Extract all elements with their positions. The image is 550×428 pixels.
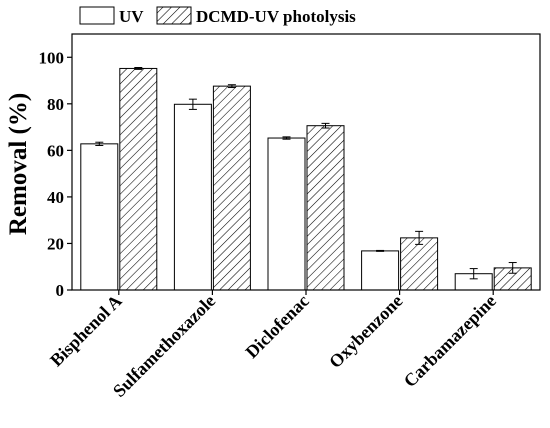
legend-label-uv: UV — [119, 7, 144, 26]
error-bar-uv-3 — [376, 249, 385, 252]
error-bar-dcmd-1 — [227, 84, 236, 89]
error-bar-dcmd-0 — [134, 67, 143, 70]
error-bar-uv-0 — [95, 141, 104, 146]
x-tick-label-2: Diclofenac — [241, 291, 312, 362]
error-bar-dcmd-3 — [415, 230, 424, 245]
bars — [80, 67, 532, 291]
legend-swatch-dcmd — [156, 6, 192, 25]
bar-dcmd-1 — [212, 85, 251, 291]
y-ticks: 0 20 40 60 80 100 — [39, 48, 72, 300]
bar-dcmd-2 — [306, 125, 345, 291]
legend-swatch-uv — [79, 6, 115, 25]
bar-dcmd-0 — [119, 67, 158, 291]
x-tick-label-1: Sulfamethoxazole — [109, 291, 219, 401]
x-tick-label-4: Carbamazepine — [400, 291, 500, 391]
x-tick-label-3: Oxybenzone — [325, 291, 406, 372]
y-tick-label-3: 60 — [47, 141, 64, 160]
legend-label-dcmd: DCMD-UV photolysis — [196, 7, 356, 26]
bar-uv-2 — [267, 137, 306, 291]
error-bar-uv-2 — [282, 136, 291, 140]
bar-uv-0 — [80, 143, 119, 291]
y-tick-label-4: 80 — [47, 95, 64, 114]
plot-frame — [71, 33, 541, 291]
bar-dcmd-3 — [400, 237, 439, 291]
y-tick-label-1: 20 — [47, 234, 64, 253]
y-axis-label: Removal (%) — [5, 93, 32, 235]
error-bar-dcmd-2 — [321, 122, 330, 129]
bar-uv-1 — [173, 103, 212, 291]
legend: UV DCMD-UV photolysis — [79, 6, 356, 26]
bar-uv-3 — [361, 250, 400, 291]
y-tick-label-0: 0 — [56, 281, 65, 300]
error-bars — [95, 67, 517, 280]
y-tick-label-2: 40 — [47, 188, 64, 207]
y-tick-label-5: 100 — [39, 48, 65, 67]
x-tick-label-0: Bisphenol A — [46, 291, 126, 371]
error-bar-uv-4 — [469, 268, 478, 280]
error-bar-dcmd-4 — [508, 262, 517, 274]
error-bar-uv-1 — [188, 98, 197, 110]
